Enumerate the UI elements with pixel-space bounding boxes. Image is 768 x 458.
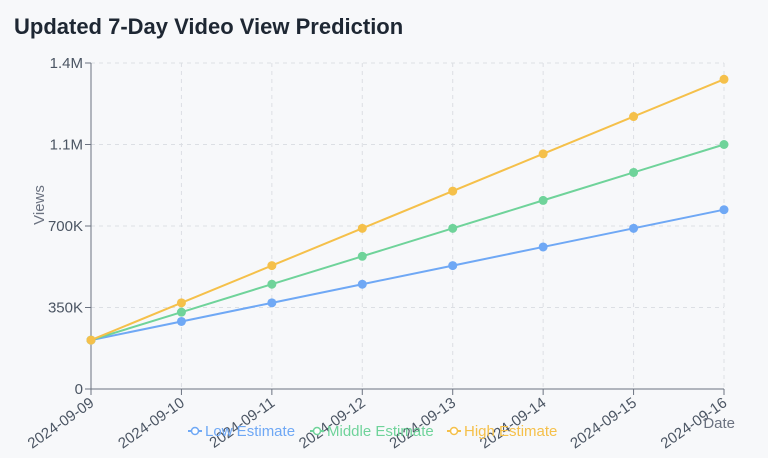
data-point [176,298,186,308]
data-point [538,149,548,159]
y-tick-label: 1.4M [50,55,83,72]
data-point [176,316,186,326]
data-point [86,335,96,345]
y-tick-label: 0 [75,381,83,398]
x-tick-label: 2024-09-10 [115,394,188,452]
x-axis-label: Date [703,415,735,432]
data-point [538,195,548,205]
legend-marker-icon [449,426,459,436]
data-point [267,261,277,271]
series-line [90,143,725,342]
x-tick-label: 2024-09-09 [25,394,98,452]
y-tick-label: 700K [48,218,83,235]
series-middle-estimate [86,140,729,345]
legend-marker-icon [312,426,322,436]
legend[interactable]: Low Estimate Middle Estimate High Estimate [188,423,557,440]
data-point [719,140,729,149]
data-point [629,167,639,177]
y-tick-label: 1.1M [50,137,83,154]
legend-item[interactable]: Middle Estimate [310,423,434,440]
data-point [267,298,277,308]
series-line [90,208,725,342]
grid-lines [91,62,725,389]
data-point [629,112,639,122]
x-tick-label: 2024-09-15 [567,394,640,452]
data-point [357,279,367,289]
data-point [448,186,458,196]
legend-marker-icon [190,426,200,436]
data-point [719,74,729,84]
data-point [448,261,458,271]
data-point [538,242,548,252]
series-line [90,78,725,342]
legend-item[interactable]: High Estimate [447,423,557,440]
data-point [629,223,639,233]
legend-label: High Estimate [464,423,557,440]
series-group [86,74,729,345]
data-point [357,251,367,261]
y-axis-ticks: 0 350K 700K 1.1M 1.4M [48,55,91,398]
data-point [357,223,367,233]
data-point [267,279,277,289]
x-axis-ticks: 2024-09-09 2024-09-10 2024-09-11 2024-09-12… [25,389,730,452]
data-point [448,223,458,233]
legend-label: Middle Estimate [327,423,434,440]
data-point [719,205,729,215]
series-high-estimate [86,74,729,345]
chart-title: Updated 7-Day Video View Prediction [14,14,404,39]
data-point [176,307,186,317]
legend-item[interactable]: Low Estimate [188,423,295,440]
y-axis-label: Views [31,185,48,225]
y-tick-label: 350K [48,300,83,317]
legend-label: Low Estimate [205,423,295,440]
